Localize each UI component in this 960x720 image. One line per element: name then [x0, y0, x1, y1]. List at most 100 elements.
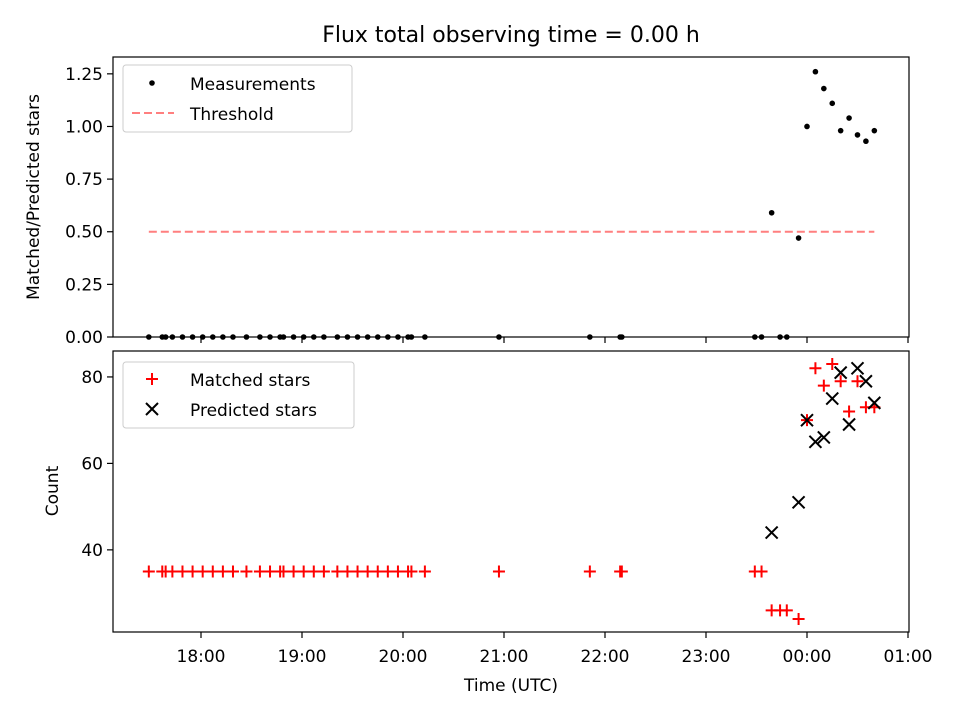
matched-point — [331, 565, 344, 578]
matched-layer — [142, 357, 881, 626]
top-y-tick-label: 0.75 — [65, 170, 103, 190]
legend-predicted-marker — [145, 402, 159, 416]
predicted-point — [764, 525, 779, 540]
measurement-point — [829, 100, 836, 107]
matched-point — [361, 565, 374, 578]
top-legend-box — [122, 64, 353, 133]
matched-point — [405, 565, 418, 578]
legend-predicted-label: Predicted stars — [190, 401, 317, 421]
bottom-axes: 40 60 80 18:00 19:00 20:00 21:00 22:00 23:00 00:… — [43, 350, 933, 696]
predicted-point — [833, 365, 848, 380]
matched-point — [391, 565, 404, 578]
chart-title: Flux total observing time = 0.00 h — [322, 23, 700, 48]
matched-point — [240, 565, 253, 578]
x-tick-label: 18:00 — [177, 647, 226, 667]
x-tick-label: 00:00 — [783, 647, 832, 667]
bottom-legend-box — [122, 361, 355, 429]
bottom-y-tick-label: 40 — [81, 541, 103, 561]
matched-point — [371, 565, 384, 578]
measurement-point — [821, 85, 827, 92]
matched-point — [277, 565, 290, 578]
matched-point — [418, 565, 431, 578]
top-y-tick-label: 1.00 — [65, 117, 103, 137]
measurement-point — [846, 115, 852, 121]
matched-point — [583, 565, 596, 578]
matched-point — [826, 357, 839, 370]
measurement-point — [768, 209, 775, 216]
matched-point — [176, 565, 189, 578]
x-tick-label: 21:00 — [480, 647, 529, 667]
measurement-point — [812, 68, 819, 75]
legend-measurements-label: Measurements — [190, 75, 316, 95]
top-y-axis-label: Matched/Predicted stars — [24, 94, 44, 300]
top-y-tick-label: 1.25 — [65, 65, 103, 85]
matched-point — [307, 565, 320, 578]
matched-point — [253, 565, 266, 578]
matched-point — [206, 565, 219, 578]
matched-point — [809, 362, 822, 375]
x-tick-label: 23:00 — [682, 647, 731, 667]
legend-threshold-label: Threshold — [189, 105, 274, 125]
top-legend: Measurements Threshold — [122, 64, 353, 133]
matched-point — [226, 565, 239, 578]
matched-point — [166, 565, 179, 578]
matched-point — [492, 565, 505, 578]
top-y-tick-label: 0.00 — [65, 328, 103, 348]
bottom-axes-frame — [112, 350, 910, 633]
measurement-point — [837, 127, 844, 134]
matched-point — [381, 565, 394, 578]
matched-point — [287, 565, 300, 578]
matched-point — [186, 565, 199, 578]
top-axes-frame — [112, 56, 910, 338]
legend-matched-label: Matched stars — [190, 371, 310, 391]
matched-point — [196, 565, 209, 578]
x-tick-label: 19:00 — [278, 647, 327, 667]
measurement-point — [871, 127, 878, 134]
predicted-point — [850, 361, 865, 375]
matched-point — [264, 565, 277, 578]
predicted-point — [859, 374, 873, 388]
predicted-point — [808, 435, 823, 449]
predicted-point — [825, 391, 839, 406]
matched-point — [142, 565, 155, 578]
matched-point — [297, 565, 310, 578]
matched-point — [817, 379, 830, 392]
matched-point — [341, 565, 354, 578]
top-y-ticks: 0.00 0.25 0.50 0.75 1.00 1.25 — [65, 65, 113, 348]
predicted-point — [800, 413, 814, 427]
matched-point — [834, 375, 847, 388]
bottom-y-ticks: 40 60 80 — [81, 368, 113, 561]
matched-point — [792, 613, 805, 626]
predicted-layer — [764, 361, 882, 540]
measurement-point — [854, 132, 861, 138]
measurement-point — [863, 138, 869, 145]
x-tick-label: 01:00 — [884, 647, 933, 667]
legend-matched-marker — [146, 373, 158, 385]
top-axes: 0.00 0.25 0.50 0.75 1.00 1.25 Matched/Predict… — [24, 56, 910, 348]
legend-measurement-marker — [149, 80, 155, 86]
bottom-y-tick-label: 80 — [81, 368, 103, 388]
matched-point — [780, 604, 793, 617]
predicted-point — [867, 396, 882, 410]
x-axis-label: Time (UTC) — [463, 676, 558, 696]
top-y-tick-label: 0.50 — [65, 223, 103, 243]
measurement-point — [804, 123, 810, 130]
matched-point — [615, 565, 628, 578]
top-y-tick-label: 0.25 — [65, 275, 103, 295]
x-tick-label: 22:00 — [581, 647, 630, 667]
matched-point — [351, 565, 364, 578]
matched-point — [843, 405, 856, 418]
x-tick-label: 20:00 — [379, 647, 428, 667]
predicted-point — [842, 417, 856, 432]
matched-point — [851, 375, 864, 388]
bottom-y-axis-label: Count — [43, 465, 63, 516]
matched-point — [317, 565, 330, 578]
predicted-point — [817, 430, 831, 445]
bottom-x-ticks: 18:00 19:00 20:00 21:00 22:00 23:00 00:00 01:00 — [177, 632, 933, 667]
matched-point — [216, 565, 229, 578]
matched-point — [755, 565, 768, 578]
top-x-ticks — [200, 337, 909, 343]
measurement-point — [795, 235, 802, 241]
predicted-point — [791, 495, 806, 510]
